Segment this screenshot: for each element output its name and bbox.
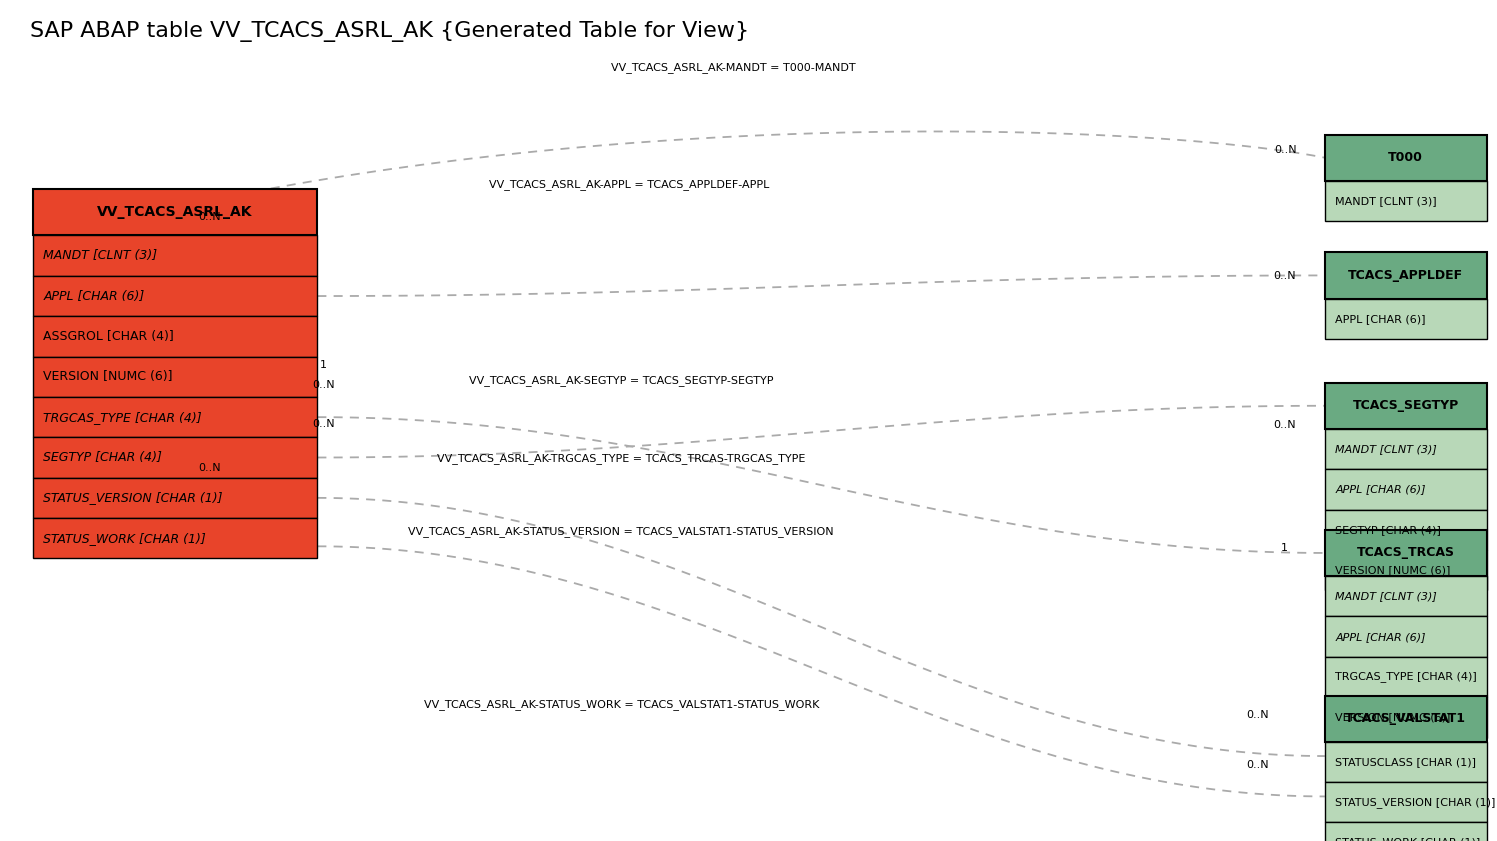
Text: TRGCAS_TYPE [CHAR (4)]: TRGCAS_TYPE [CHAR (4)] bbox=[1335, 672, 1478, 682]
Text: VV_TCACS_ASRL_AK-STATUS_VERSION = TCACS_VALSTAT1-STATUS_VERSION: VV_TCACS_ASRL_AK-STATUS_VERSION = TCACS_… bbox=[409, 526, 834, 537]
Text: VV_TCACS_ASRL_AK: VV_TCACS_ASRL_AK bbox=[97, 205, 253, 220]
Text: VV_TCACS_ASRL_AK-MANDT = T000-MANDT: VV_TCACS_ASRL_AK-MANDT = T000-MANDT bbox=[611, 62, 856, 72]
FancyBboxPatch shape bbox=[1325, 696, 1487, 742]
Text: 0..N: 0..N bbox=[311, 419, 335, 429]
Text: VV_TCACS_ASRL_AK-STATUS_WORK = TCACS_VALSTAT1-STATUS_WORK: VV_TCACS_ASRL_AK-STATUS_WORK = TCACS_VAL… bbox=[424, 700, 819, 710]
Text: STATUS_VERSION [CHAR (1)]: STATUS_VERSION [CHAR (1)] bbox=[43, 491, 223, 505]
Text: STATUSCLASS [CHAR (1)]: STATUSCLASS [CHAR (1)] bbox=[1335, 757, 1476, 767]
Text: 0..N: 0..N bbox=[198, 212, 222, 222]
FancyBboxPatch shape bbox=[1325, 429, 1487, 469]
Text: TRGCAS_TYPE [CHAR (4)]: TRGCAS_TYPE [CHAR (4)] bbox=[43, 410, 202, 424]
Text: VERSION [NUMC (6)]: VERSION [NUMC (6)] bbox=[1335, 712, 1451, 722]
FancyBboxPatch shape bbox=[1325, 135, 1487, 181]
FancyBboxPatch shape bbox=[33, 518, 317, 558]
Text: STATUS_VERSION [CHAR (1)]: STATUS_VERSION [CHAR (1)] bbox=[1335, 797, 1496, 807]
Text: 1: 1 bbox=[1281, 543, 1287, 553]
FancyBboxPatch shape bbox=[1325, 782, 1487, 822]
FancyBboxPatch shape bbox=[1325, 469, 1487, 510]
FancyBboxPatch shape bbox=[1325, 697, 1487, 738]
FancyBboxPatch shape bbox=[1325, 299, 1487, 339]
FancyBboxPatch shape bbox=[33, 397, 317, 437]
Text: APPL [CHAR (6)]: APPL [CHAR (6)] bbox=[1335, 632, 1425, 642]
Text: SAP ABAP table VV_TCACS_ASRL_AK {Generated Table for View}: SAP ABAP table VV_TCACS_ASRL_AK {Generat… bbox=[30, 21, 748, 42]
FancyBboxPatch shape bbox=[33, 316, 317, 357]
Text: MANDT [CLNT (3)]: MANDT [CLNT (3)] bbox=[1335, 196, 1437, 206]
Text: SEGTYP [CHAR (4)]: SEGTYP [CHAR (4)] bbox=[43, 451, 162, 464]
Text: VV_TCACS_ASRL_AK-SEGTYP = TCACS_SEGTYP-SEGTYP: VV_TCACS_ASRL_AK-SEGTYP = TCACS_SEGTYP-S… bbox=[469, 375, 774, 385]
FancyBboxPatch shape bbox=[33, 276, 317, 316]
FancyBboxPatch shape bbox=[1325, 181, 1487, 221]
FancyBboxPatch shape bbox=[33, 357, 317, 397]
Text: 0..N: 0..N bbox=[1272, 420, 1296, 430]
Text: 0..N: 0..N bbox=[1272, 271, 1296, 281]
Text: TCACS_APPLDEF: TCACS_APPLDEF bbox=[1349, 269, 1463, 282]
FancyBboxPatch shape bbox=[1325, 822, 1487, 841]
Text: VERSION [NUMC (6)]: VERSION [NUMC (6)] bbox=[1335, 565, 1451, 575]
Text: TCACS_TRCAS: TCACS_TRCAS bbox=[1356, 547, 1455, 559]
Text: 0..N: 0..N bbox=[1246, 760, 1269, 770]
Text: VV_TCACS_ASRL_AK-TRGCAS_TYPE = TCACS_TRCAS-TRGCAS_TYPE: VV_TCACS_ASRL_AK-TRGCAS_TYPE = TCACS_TRC… bbox=[437, 453, 805, 463]
FancyBboxPatch shape bbox=[1325, 383, 1487, 429]
FancyBboxPatch shape bbox=[33, 235, 317, 276]
Text: 1: 1 bbox=[320, 360, 326, 370]
Text: MANDT [CLNT (3)]: MANDT [CLNT (3)] bbox=[1335, 444, 1437, 454]
Text: VV_TCACS_ASRL_AK-APPL = TCACS_APPLDEF-APPL: VV_TCACS_ASRL_AK-APPL = TCACS_APPLDEF-AP… bbox=[488, 180, 769, 190]
Text: SEGTYP [CHAR (4)]: SEGTYP [CHAR (4)] bbox=[1335, 525, 1442, 535]
Text: 0..N: 0..N bbox=[1274, 145, 1298, 155]
Text: STATUS_WORK [CHAR (1)]: STATUS_WORK [CHAR (1)] bbox=[43, 532, 207, 545]
Text: TCACS_VALSTAT1: TCACS_VALSTAT1 bbox=[1346, 712, 1466, 725]
FancyBboxPatch shape bbox=[33, 437, 317, 478]
FancyBboxPatch shape bbox=[1325, 616, 1487, 657]
Text: 0..N: 0..N bbox=[311, 380, 335, 390]
Text: ASSGROL [CHAR (4)]: ASSGROL [CHAR (4)] bbox=[43, 330, 174, 343]
FancyBboxPatch shape bbox=[1325, 252, 1487, 299]
FancyBboxPatch shape bbox=[1325, 657, 1487, 697]
FancyBboxPatch shape bbox=[1325, 742, 1487, 782]
Text: 0..N: 0..N bbox=[198, 463, 222, 473]
Text: T000: T000 bbox=[1388, 151, 1424, 164]
FancyBboxPatch shape bbox=[33, 189, 317, 235]
Text: TCACS_SEGTYP: TCACS_SEGTYP bbox=[1353, 399, 1458, 412]
FancyBboxPatch shape bbox=[1325, 530, 1487, 576]
Text: APPL [CHAR (6)]: APPL [CHAR (6)] bbox=[1335, 484, 1425, 495]
Text: APPL [CHAR (6)]: APPL [CHAR (6)] bbox=[1335, 314, 1425, 324]
FancyBboxPatch shape bbox=[1325, 550, 1487, 590]
Text: MANDT [CLNT (3)]: MANDT [CLNT (3)] bbox=[1335, 591, 1437, 601]
FancyBboxPatch shape bbox=[1325, 510, 1487, 550]
Text: MANDT [CLNT (3)]: MANDT [CLNT (3)] bbox=[43, 249, 157, 262]
Text: VERSION [NUMC (6)]: VERSION [NUMC (6)] bbox=[43, 370, 174, 383]
Text: STATUS_WORK [CHAR (1)]: STATUS_WORK [CHAR (1)] bbox=[1335, 838, 1481, 841]
FancyBboxPatch shape bbox=[1325, 576, 1487, 616]
FancyBboxPatch shape bbox=[33, 478, 317, 518]
Text: 0..N: 0..N bbox=[1246, 710, 1269, 720]
Text: APPL [CHAR (6)]: APPL [CHAR (6)] bbox=[43, 289, 145, 303]
